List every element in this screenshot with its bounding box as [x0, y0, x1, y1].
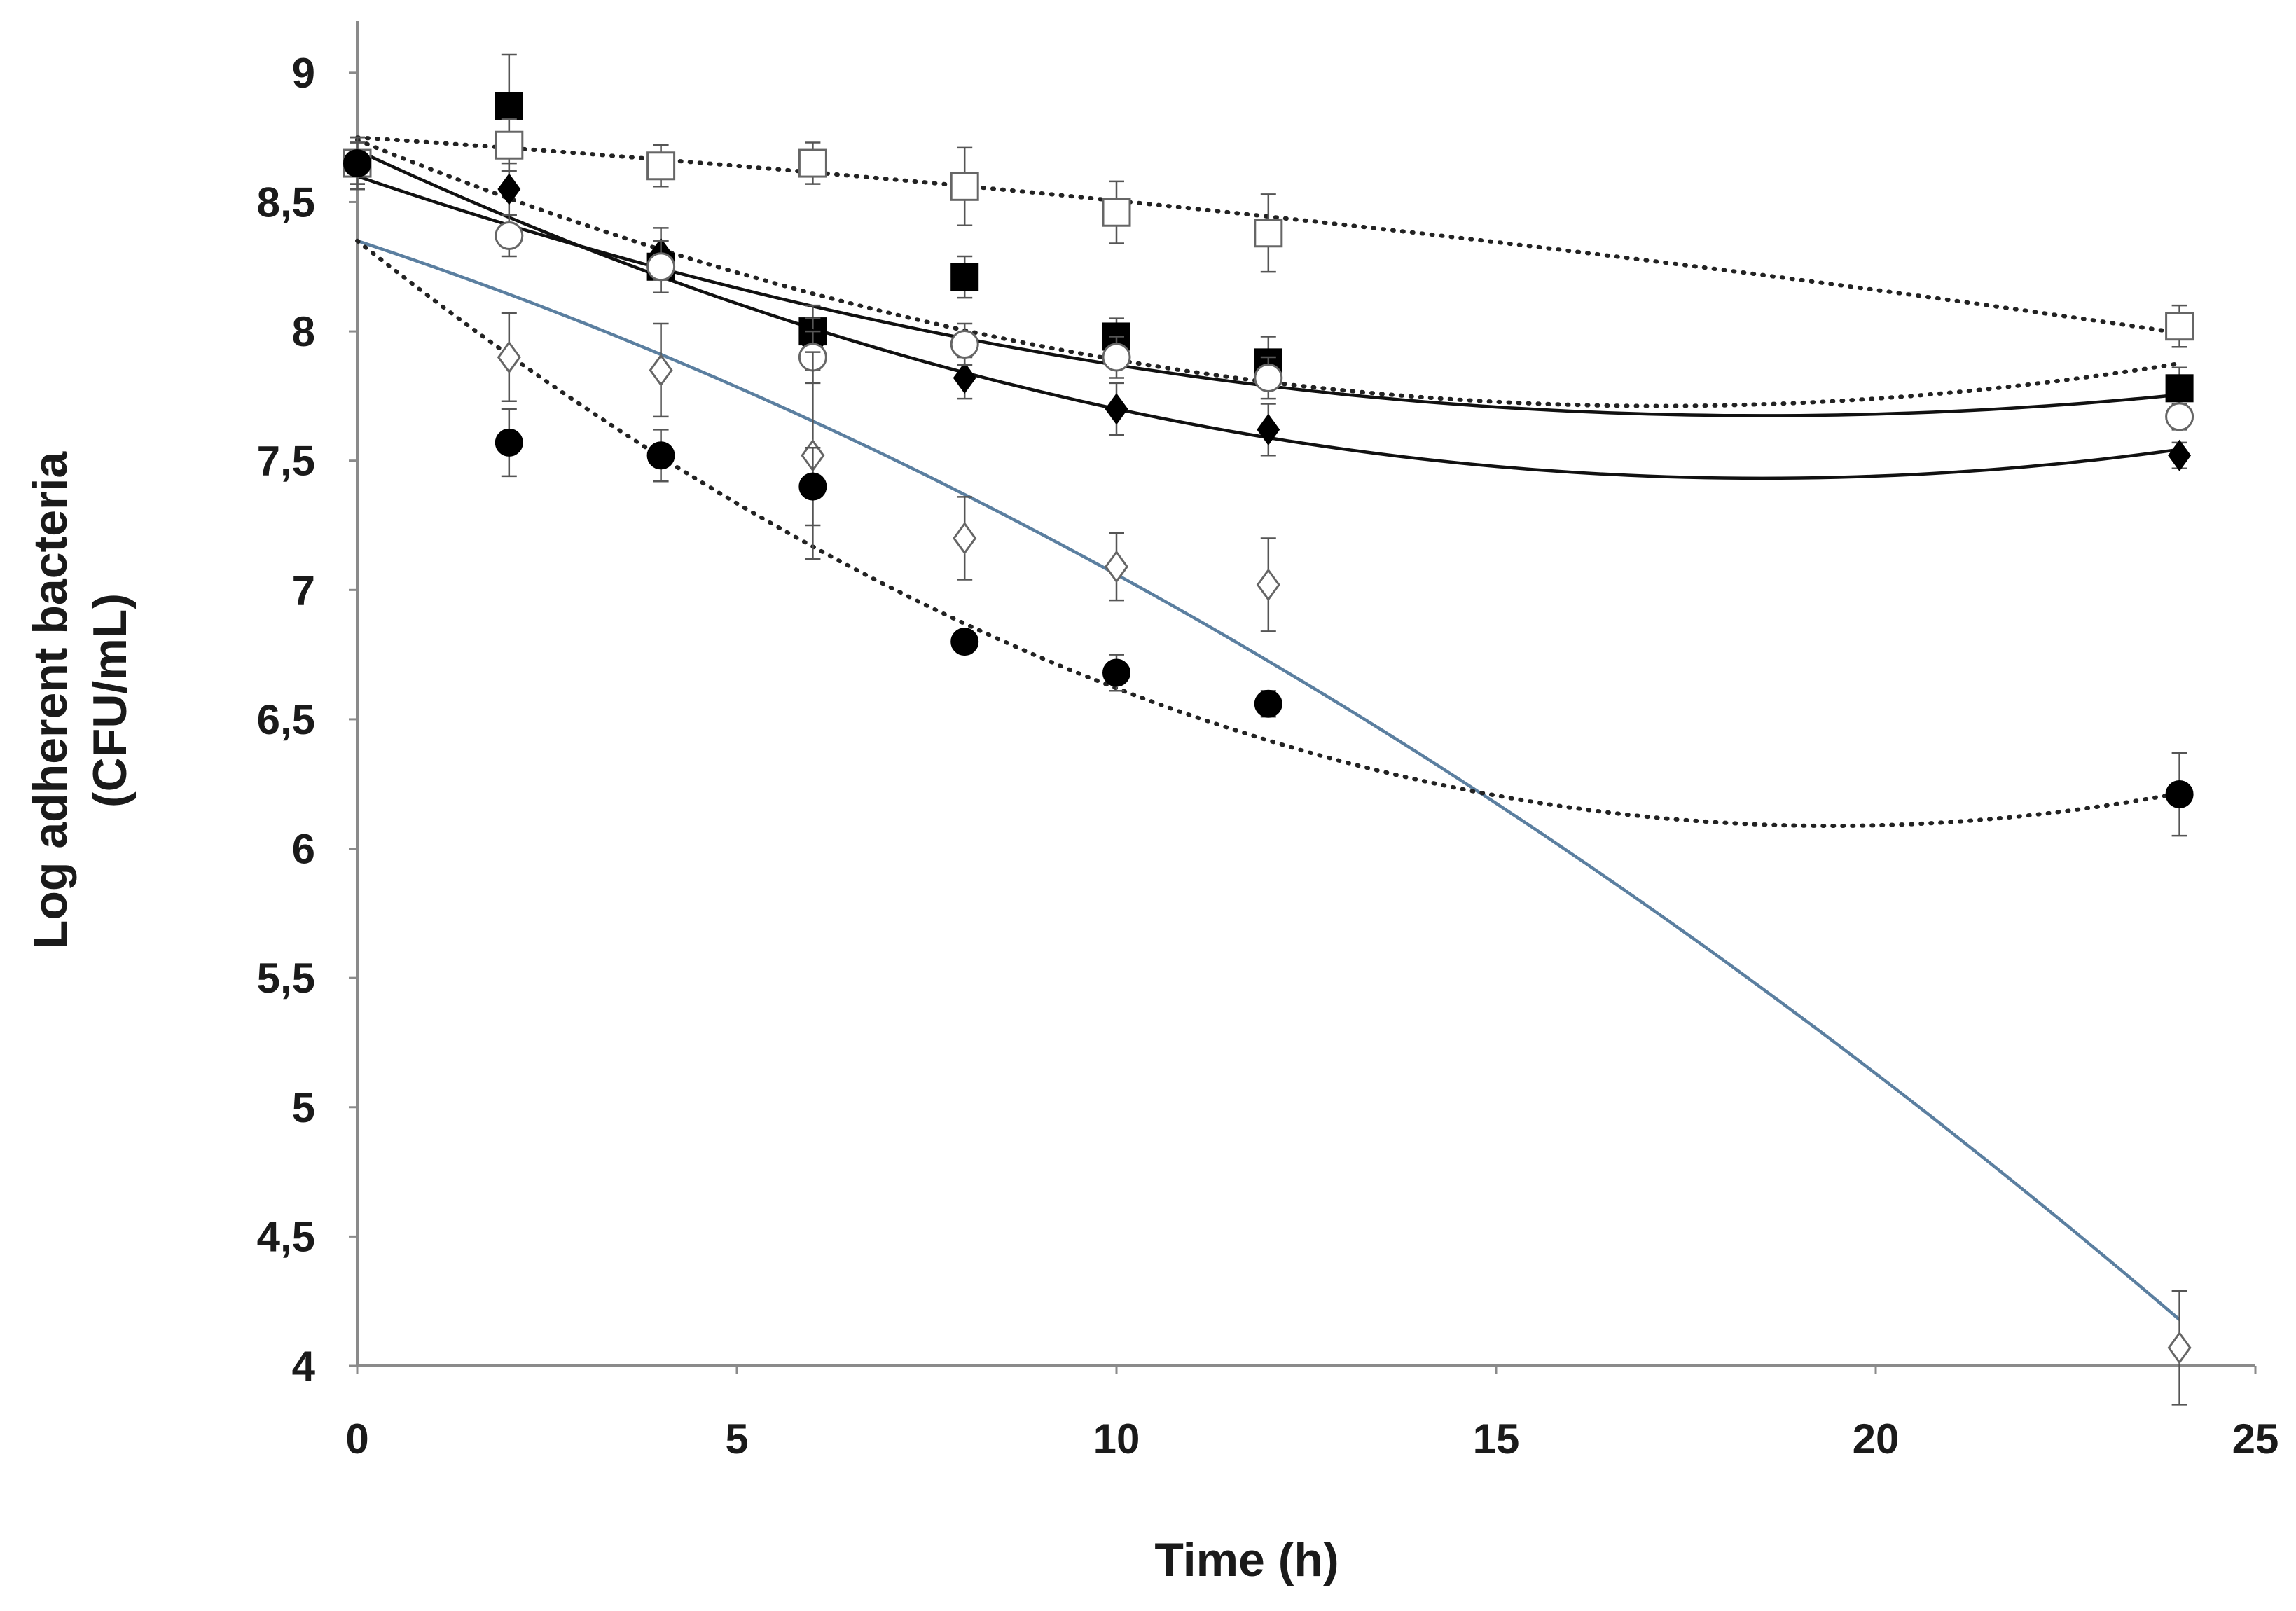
data-point-series-4: [495, 221, 524, 250]
y-axis-title-line-2: (CFU/mL): [83, 593, 137, 808]
y-tick-label: 6: [292, 826, 315, 873]
y-ticks: 4 4,5 5 5,5 6 6,5 7 7,5 8 8,5 9: [257, 50, 357, 1390]
data-point-series-3: [497, 173, 521, 205]
data-point-series-2: [1254, 219, 1283, 248]
data-point-series-6: [1102, 658, 1130, 687]
y-tick-label: 7: [292, 567, 315, 614]
data-point-series-6: [646, 441, 675, 470]
data-point-series-5: [2167, 1331, 2192, 1364]
data-point-series-2: [2165, 312, 2194, 341]
trendline-series-6: [355, 238, 2182, 828]
data-point-series-2: [950, 172, 979, 201]
data-point-series-4: [646, 252, 676, 282]
data-point-series-5: [1104, 550, 1129, 583]
y-tick-label: 7,5: [257, 438, 315, 485]
y-tick-label: 4: [292, 1343, 316, 1390]
x-tick-label: 20: [1853, 1416, 1900, 1463]
data-point-series-3: [953, 361, 976, 394]
data-point-series-2: [1102, 198, 1131, 227]
data-point-series-6: [343, 149, 371, 178]
points: [343, 53, 2194, 1406]
data-point-series-4: [1254, 364, 1283, 393]
data-point-series-1: [950, 263, 979, 291]
data-point-series-6: [2165, 780, 2194, 808]
data-point-series-5: [649, 354, 673, 387]
x-tick-label: 15: [1473, 1416, 1520, 1463]
y-tick-label: 5: [292, 1084, 315, 1131]
data-point-series-2: [646, 151, 676, 181]
data-point-series-5: [1256, 568, 1280, 602]
axes: [356, 21, 2255, 1367]
trendlines: [355, 135, 2182, 1321]
data-point-series-2: [495, 130, 524, 160]
x-tick-label: 0: [345, 1416, 368, 1463]
x-tick-label: 5: [725, 1416, 748, 1463]
data-point-series-4: [1102, 343, 1131, 372]
data-point-series-6: [1254, 689, 1282, 718]
y-tick-label: 4,5: [257, 1213, 315, 1260]
x-axis-title: Time (h): [1154, 1533, 1339, 1586]
data-point-series-6: [950, 628, 979, 656]
x-tick-label: 25: [2232, 1416, 2279, 1463]
data-point-series-5: [953, 522, 977, 555]
y-axis-title: Log adherent bacteria (CFU/mL): [24, 451, 137, 950]
y-tick-label: 8: [292, 308, 315, 355]
y-tick-label: 9: [292, 50, 315, 97]
y-tick-label: 6,5: [257, 696, 315, 743]
data-point-series-1: [495, 92, 523, 120]
data-point-series-6: [495, 428, 523, 457]
y-tick-label: 8,5: [257, 179, 315, 226]
data-point-series-4: [950, 330, 979, 359]
x-tick-label: 10: [1093, 1416, 1140, 1463]
data-point-series-3: [1105, 393, 1128, 425]
y-axis-title-line-1: Log adherent bacteria: [24, 451, 77, 950]
data-point-series-5: [497, 340, 521, 374]
data-point-series-3: [2168, 439, 2192, 471]
data-point-series-2: [798, 148, 827, 178]
data-point-series-4: [2165, 402, 2194, 431]
x-ticks: 0 5 10 15 20 25: [345, 1366, 2278, 1463]
y-tick-label: 5,5: [257, 955, 315, 1002]
trendline-series-5: [357, 239, 2181, 1321]
data-point-series-1: [2165, 374, 2194, 403]
data-point-series-3: [1257, 413, 1280, 445]
data-point-series-6: [798, 472, 827, 501]
